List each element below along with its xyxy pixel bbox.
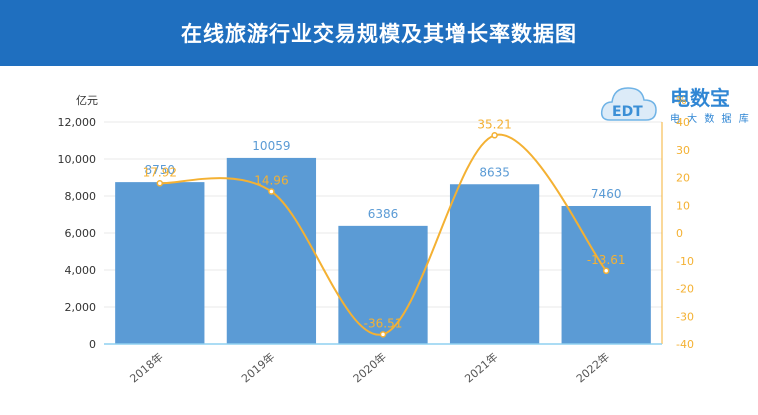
line-point [268, 188, 275, 195]
cloud-logo-icon: EDT [600, 87, 657, 121]
line-point [156, 180, 164, 187]
line-point [491, 132, 498, 139]
y-left-tick-label: 2,000 [65, 301, 97, 314]
bar-data-label: 6386 [368, 207, 399, 221]
y-right-tick-label: 20 [676, 172, 690, 185]
bar [449, 184, 540, 344]
y-right-tick-label: 40 [676, 116, 690, 129]
line-data-label: -13.61 [587, 253, 626, 267]
line-point [379, 331, 387, 338]
combo-chart: 0 2,000 4,000 6,000 8,000 10,000 12,000 -40 -30 -… [58, 94, 694, 386]
y-left-tick-label: 6,000 [65, 227, 97, 240]
x-tick-label: 2022年 [573, 350, 612, 386]
y-left-tick-label: 0 [89, 338, 96, 351]
line-point [602, 267, 610, 275]
y-left-tick-label: 10,000 [58, 153, 97, 166]
x-tick-label: 2021年 [462, 350, 501, 386]
logo-brand-name: 电数宝 [670, 86, 730, 110]
y-right-tick-label: -40 [676, 338, 694, 351]
bar [338, 225, 428, 344]
y-right-unit: % [676, 94, 686, 107]
bar-data-label: 8635 [479, 165, 510, 179]
y-right-tick-label: -30 [676, 310, 694, 323]
line-data-label: 14.96 [254, 173, 288, 187]
line-data-label: -36.51 [364, 316, 403, 330]
x-tick-label: 2020年 [350, 350, 389, 386]
bar [561, 205, 651, 344]
y-right-tick-label: -10 [676, 255, 694, 268]
y-right-tick-label: 10 [676, 199, 690, 212]
logo-subtitle: 电 大 数 据 库 [670, 114, 751, 125]
y-right-tick-label: -20 [676, 283, 694, 296]
bar-data-label: 10059 [252, 139, 290, 153]
x-tick-label: 2018年 [127, 350, 166, 386]
bar [115, 182, 205, 344]
growth-rate-line [159, 133, 607, 336]
y-left-tick-label: 8,000 [65, 190, 97, 203]
line-data-label: 17.92 [143, 165, 177, 179]
y-left-tick-label: 12,000 [58, 116, 97, 129]
x-tick-label: 2019年 [238, 350, 277, 386]
brand-logo: EDT 电数宝 电 大 数 据 库 [598, 74, 758, 134]
y-right-tick-label: 0 [676, 227, 683, 240]
chart-title: 在线旅游行业交易规模及其增长率数据图 [181, 22, 577, 46]
title-bar: 在线旅游行业交易规模及其增长率数据图 [0, 0, 758, 66]
y-right-tick-label: 30 [676, 144, 690, 157]
y-left-tick-label: 4,000 [65, 264, 97, 277]
line-data-label: 35.21 [477, 117, 511, 131]
bar-data-label: 7460 [591, 187, 622, 201]
y-left-unit: 亿元 [76, 94, 98, 107]
bar-data-label: 8750 [145, 163, 176, 177]
logo-mark-text: EDT [612, 104, 643, 120]
